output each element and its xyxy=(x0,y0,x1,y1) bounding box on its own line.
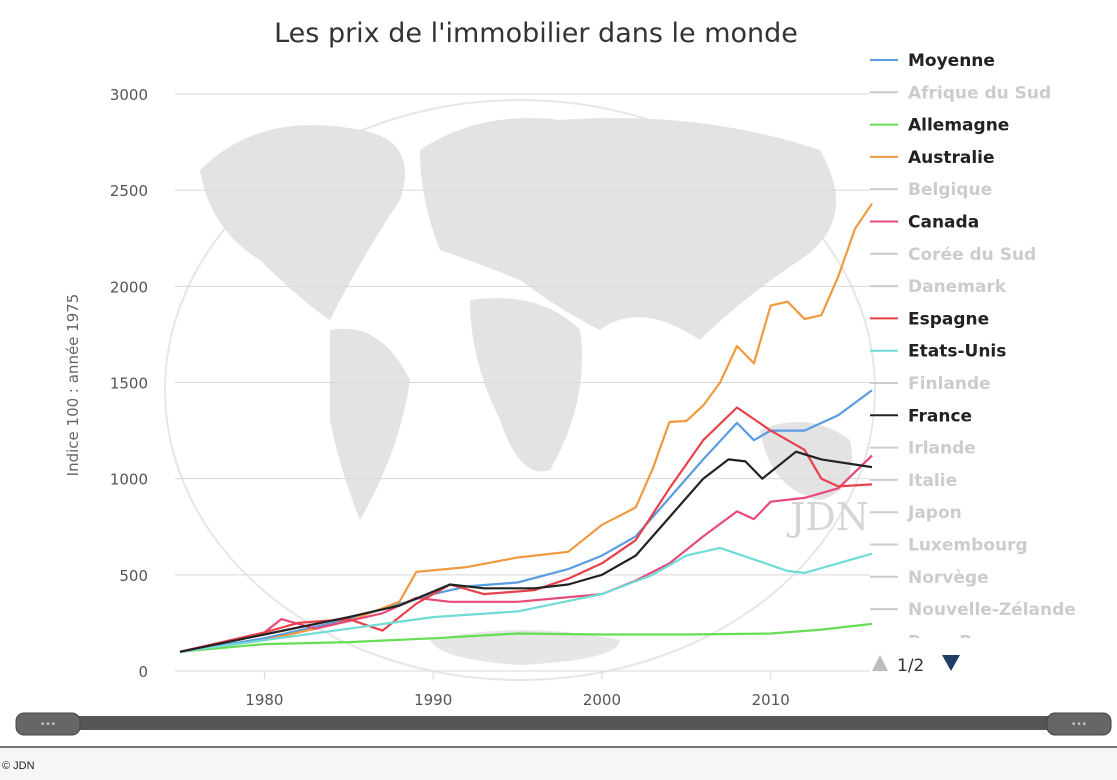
footer: © JDN xyxy=(0,746,1117,780)
legend-item[interactable]: Canada xyxy=(870,213,979,233)
y-tick-label: 2000 xyxy=(110,278,148,296)
y-tick-label: 0 xyxy=(138,663,148,681)
legend-item[interactable]: Italie xyxy=(870,471,957,491)
y-tick-label: 2500 xyxy=(110,182,148,200)
legend-item[interactable]: Pays-Bas xyxy=(870,632,994,652)
x-tick-label: 2000 xyxy=(583,691,621,709)
legend-label: Espagne xyxy=(908,309,989,329)
y-axis-label: Indice 100 : année 1975 xyxy=(64,294,82,477)
legend-label: Japon xyxy=(907,503,962,523)
series-line-canada xyxy=(179,454,873,653)
legend-label: Finlande xyxy=(908,374,991,394)
legend-item[interactable]: Afrique du Sud xyxy=(870,83,1051,103)
svg-text:•••: ••• xyxy=(40,720,56,730)
legend-item[interactable]: Danemark xyxy=(870,277,1007,297)
legend-item[interactable]: Norvège xyxy=(870,568,989,588)
copyright-credit: © JDN xyxy=(2,760,35,772)
legend-item[interactable]: Japon xyxy=(870,503,962,523)
legend-item[interactable]: Espagne xyxy=(870,309,989,329)
watermark: JDN xyxy=(786,495,869,539)
series-line-allemagne xyxy=(179,622,873,653)
legend-label: Australie xyxy=(908,148,995,168)
legend-label: Irlande xyxy=(908,439,976,459)
legend-label: Etats-Unis xyxy=(908,342,1006,362)
chart-title: Les prix de l'immobilier dans le monde xyxy=(274,18,798,49)
legend-label: Norvège xyxy=(908,568,989,588)
legend-label: Nouvelle-Zélande xyxy=(908,600,1076,620)
legend-label: Danemark xyxy=(908,277,1007,297)
x-tick-label: 2010 xyxy=(752,691,790,709)
y-tick-label: 1000 xyxy=(110,471,148,489)
x-tick-label: 1990 xyxy=(414,691,452,709)
world-map-background xyxy=(164,99,876,681)
legend-label: France xyxy=(908,406,972,426)
legend-item[interactable]: Belgique xyxy=(870,180,992,200)
legend-item[interactable]: Finlande xyxy=(870,374,991,394)
scrollbar-left-handle[interactable] xyxy=(15,712,81,736)
legend-item[interactable]: Luxembourg xyxy=(870,536,1028,556)
y-tick-label: 500 xyxy=(119,567,148,585)
legend-item[interactable]: Nouvelle-Zélande xyxy=(870,600,1076,620)
legend-item[interactable]: Etats-Unis xyxy=(870,342,1006,362)
legend-label: Pays-Bas xyxy=(908,632,994,652)
legend-item[interactable]: Allemagne xyxy=(870,116,1009,136)
legend-label: Belgique xyxy=(908,180,992,200)
legend-item[interactable]: France xyxy=(870,406,972,426)
legend-label: Afrique du Sud xyxy=(908,83,1051,103)
chart: JDN 1980 1990 2000 2010 0 500 1000 1500 2000 250… xyxy=(15,18,1112,736)
range-navigator-scrollbar[interactable]: ••• ••• xyxy=(15,712,1112,736)
legend-label: Corée du Sud xyxy=(908,245,1036,265)
legend-label: Moyenne xyxy=(908,51,995,71)
legend-next-arrow-icon[interactable] xyxy=(942,655,960,671)
legend-prev-arrow-icon[interactable] xyxy=(872,655,888,671)
series-line-etats-unis xyxy=(179,546,873,653)
legend-item[interactable]: Australie xyxy=(870,148,995,168)
legend-label: Allemagne xyxy=(908,116,1009,136)
svg-text:•••: ••• xyxy=(1071,720,1087,730)
legend-item[interactable]: Moyenne xyxy=(870,51,995,71)
x-tick-label: 1980 xyxy=(245,691,283,709)
series-line-france xyxy=(179,450,873,653)
legend-label: Italie xyxy=(908,471,957,491)
legend-item[interactable]: Corée du Sud xyxy=(870,245,1036,265)
series-line-australie xyxy=(179,202,873,653)
y-tick-label: 3000 xyxy=(110,86,148,104)
legend-pager: 1/2 xyxy=(872,655,960,676)
y-tick-label: 1500 xyxy=(110,375,148,393)
legend-label: Canada xyxy=(908,213,979,233)
series-line-espagne xyxy=(179,406,873,653)
legend-item[interactable]: Irlande xyxy=(870,439,976,459)
legend-label: Luxembourg xyxy=(908,536,1028,556)
legend-page-indicator: 1/2 xyxy=(897,656,924,676)
scrollbar-right-handle[interactable] xyxy=(1046,712,1112,736)
